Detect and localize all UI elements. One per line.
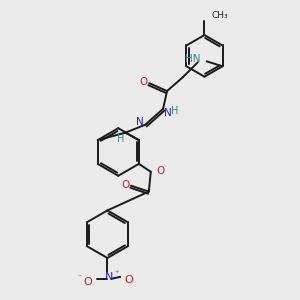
Text: N: N (136, 117, 144, 127)
Text: O: O (121, 180, 129, 190)
Text: ⁻: ⁻ (78, 272, 82, 281)
Text: CH₃: CH₃ (212, 11, 228, 20)
Text: H: H (117, 134, 124, 144)
Text: H: H (171, 106, 178, 116)
Text: HN: HN (185, 54, 201, 64)
Text: O: O (83, 277, 92, 287)
Text: N: N (164, 108, 172, 118)
Text: O: O (139, 77, 147, 87)
Text: O: O (157, 166, 165, 176)
Text: O: O (125, 275, 134, 285)
Text: N: N (105, 272, 114, 282)
Text: ⁺: ⁺ (114, 269, 118, 278)
